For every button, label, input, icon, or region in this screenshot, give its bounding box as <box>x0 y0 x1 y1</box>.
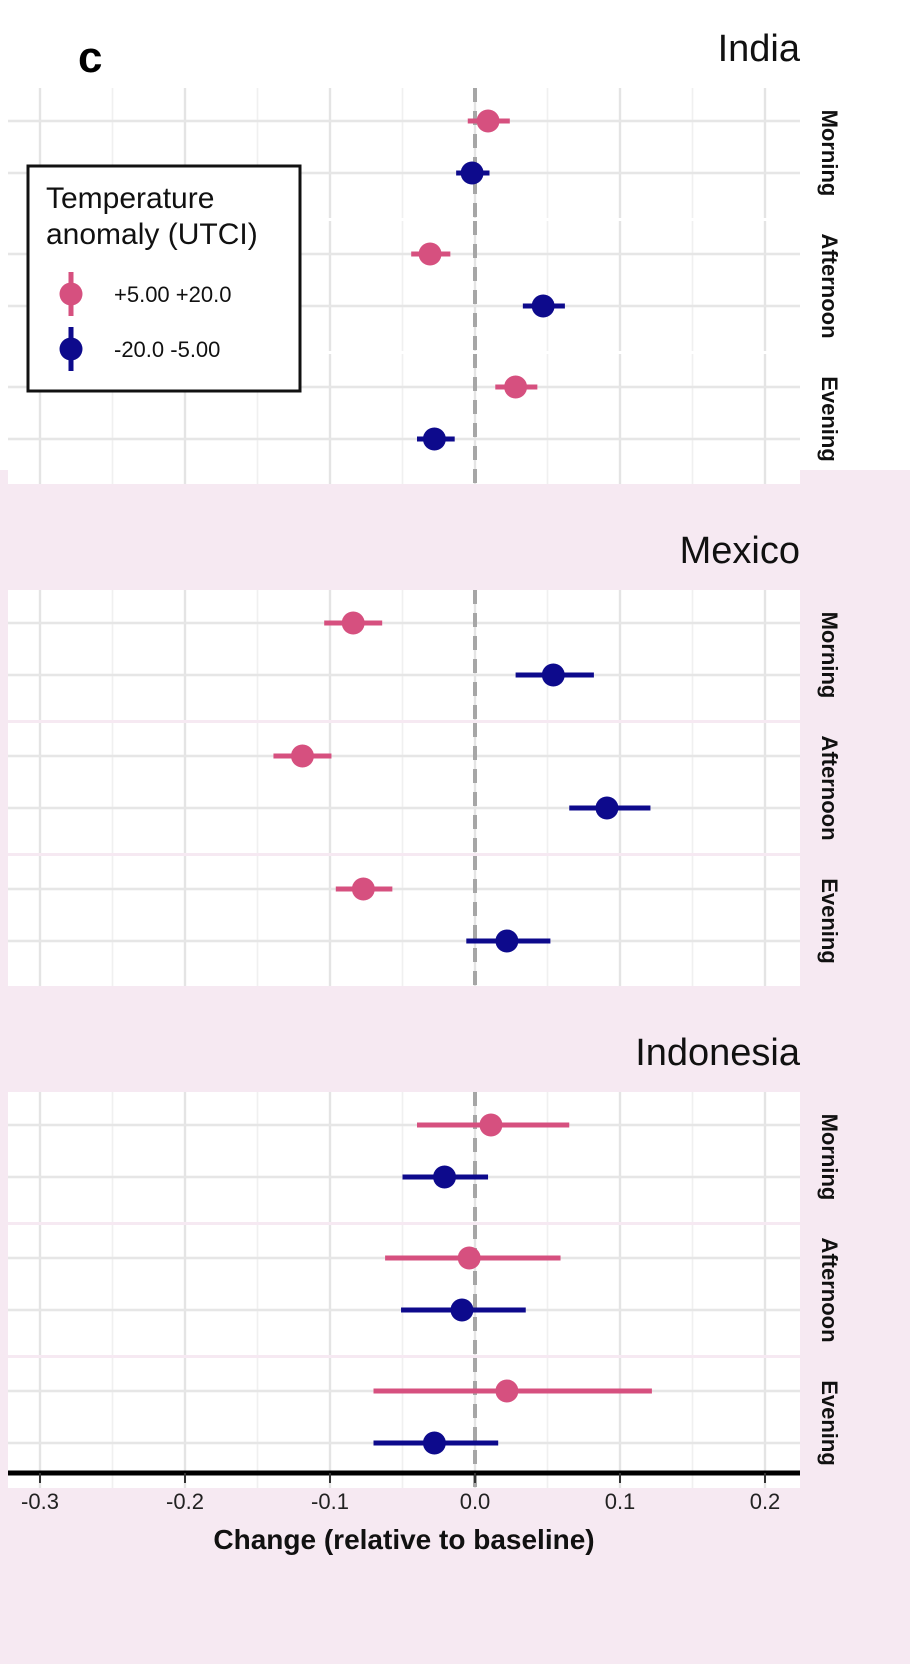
panel-mexico-morning <box>8 590 800 720</box>
panel-mexico-evening <box>8 856 800 986</box>
x-axis: -0.3 -0.2 -0.1 0.0 0.1 0.2 Change (relative to… <box>8 1470 800 1555</box>
legend-key-point <box>59 337 83 361</box>
estimate-point <box>457 1246 481 1270</box>
facet-title-india: India <box>718 28 801 70</box>
estimate-point <box>479 1113 503 1137</box>
facet-mexico: Mexico Morning Afternoon Evening <box>8 530 842 986</box>
facets: India Morning Afternoon Evening Mexico Mornin… <box>0 28 910 1664</box>
x-tick-label: -0.2 <box>166 1489 204 1514</box>
estimate-point <box>290 744 314 768</box>
panel-indonesia-evening <box>8 1358 800 1488</box>
panel-mexico-afternoon <box>8 723 800 853</box>
facet-indonesia: Indonesia Morning Afternoon Evening <box>8 1032 842 1488</box>
strip-label-afternoon: Afternoon <box>817 735 842 840</box>
x-tick-label: 0.1 <box>605 1489 636 1514</box>
strip-label-afternoon: Afternoon <box>817 233 842 338</box>
strip-label-evening: Evening <box>817 1380 842 1466</box>
estimate-point <box>595 796 619 820</box>
estimate-point <box>460 161 484 185</box>
panel-indonesia-morning <box>8 1092 800 1222</box>
legend-label: +5.00 +20.0 <box>114 282 231 307</box>
estimate-point <box>450 1298 474 1322</box>
x-tick-label: -0.3 <box>21 1489 59 1514</box>
estimate-point <box>341 611 365 635</box>
estimate-point <box>351 877 375 901</box>
strip-label-evening: Evening <box>817 376 842 462</box>
estimate-point <box>495 1379 519 1403</box>
estimate-point <box>541 663 565 687</box>
x-tick-label: -0.1 <box>311 1489 349 1514</box>
x-axis-title: Change (relative to baseline) <box>213 1524 594 1555</box>
strip-label-morning: Morning <box>817 1114 842 1201</box>
legend-title: anomaly (UTCI) <box>46 218 258 251</box>
estimate-point <box>418 242 442 266</box>
facet-title-mexico: Mexico <box>680 530 800 572</box>
estimate-point <box>476 109 500 133</box>
estimate-point <box>433 1165 457 1189</box>
strip-label-morning: Morning <box>817 612 842 699</box>
estimate-point <box>422 1431 446 1455</box>
estimate-point <box>422 427 446 451</box>
panel-indonesia-afternoon <box>8 1225 800 1355</box>
strip-label-evening: Evening <box>817 878 842 964</box>
x-tick-label: 0.0 <box>460 1489 491 1514</box>
strip-label-morning: Morning <box>817 110 842 197</box>
panel-letter: c <box>78 33 102 82</box>
legend-title: Temperature <box>46 182 214 215</box>
x-tick-label: 0.2 <box>750 1489 781 1514</box>
facet-title-indonesia: Indonesia <box>635 1032 801 1074</box>
estimate-point <box>531 294 555 318</box>
legend-label: -20.0 -5.00 <box>114 337 220 362</box>
estimate-point <box>495 929 519 953</box>
legend-key-point <box>59 282 83 306</box>
strip-label-afternoon: Afternoon <box>817 1237 842 1342</box>
estimate-point <box>504 375 528 399</box>
